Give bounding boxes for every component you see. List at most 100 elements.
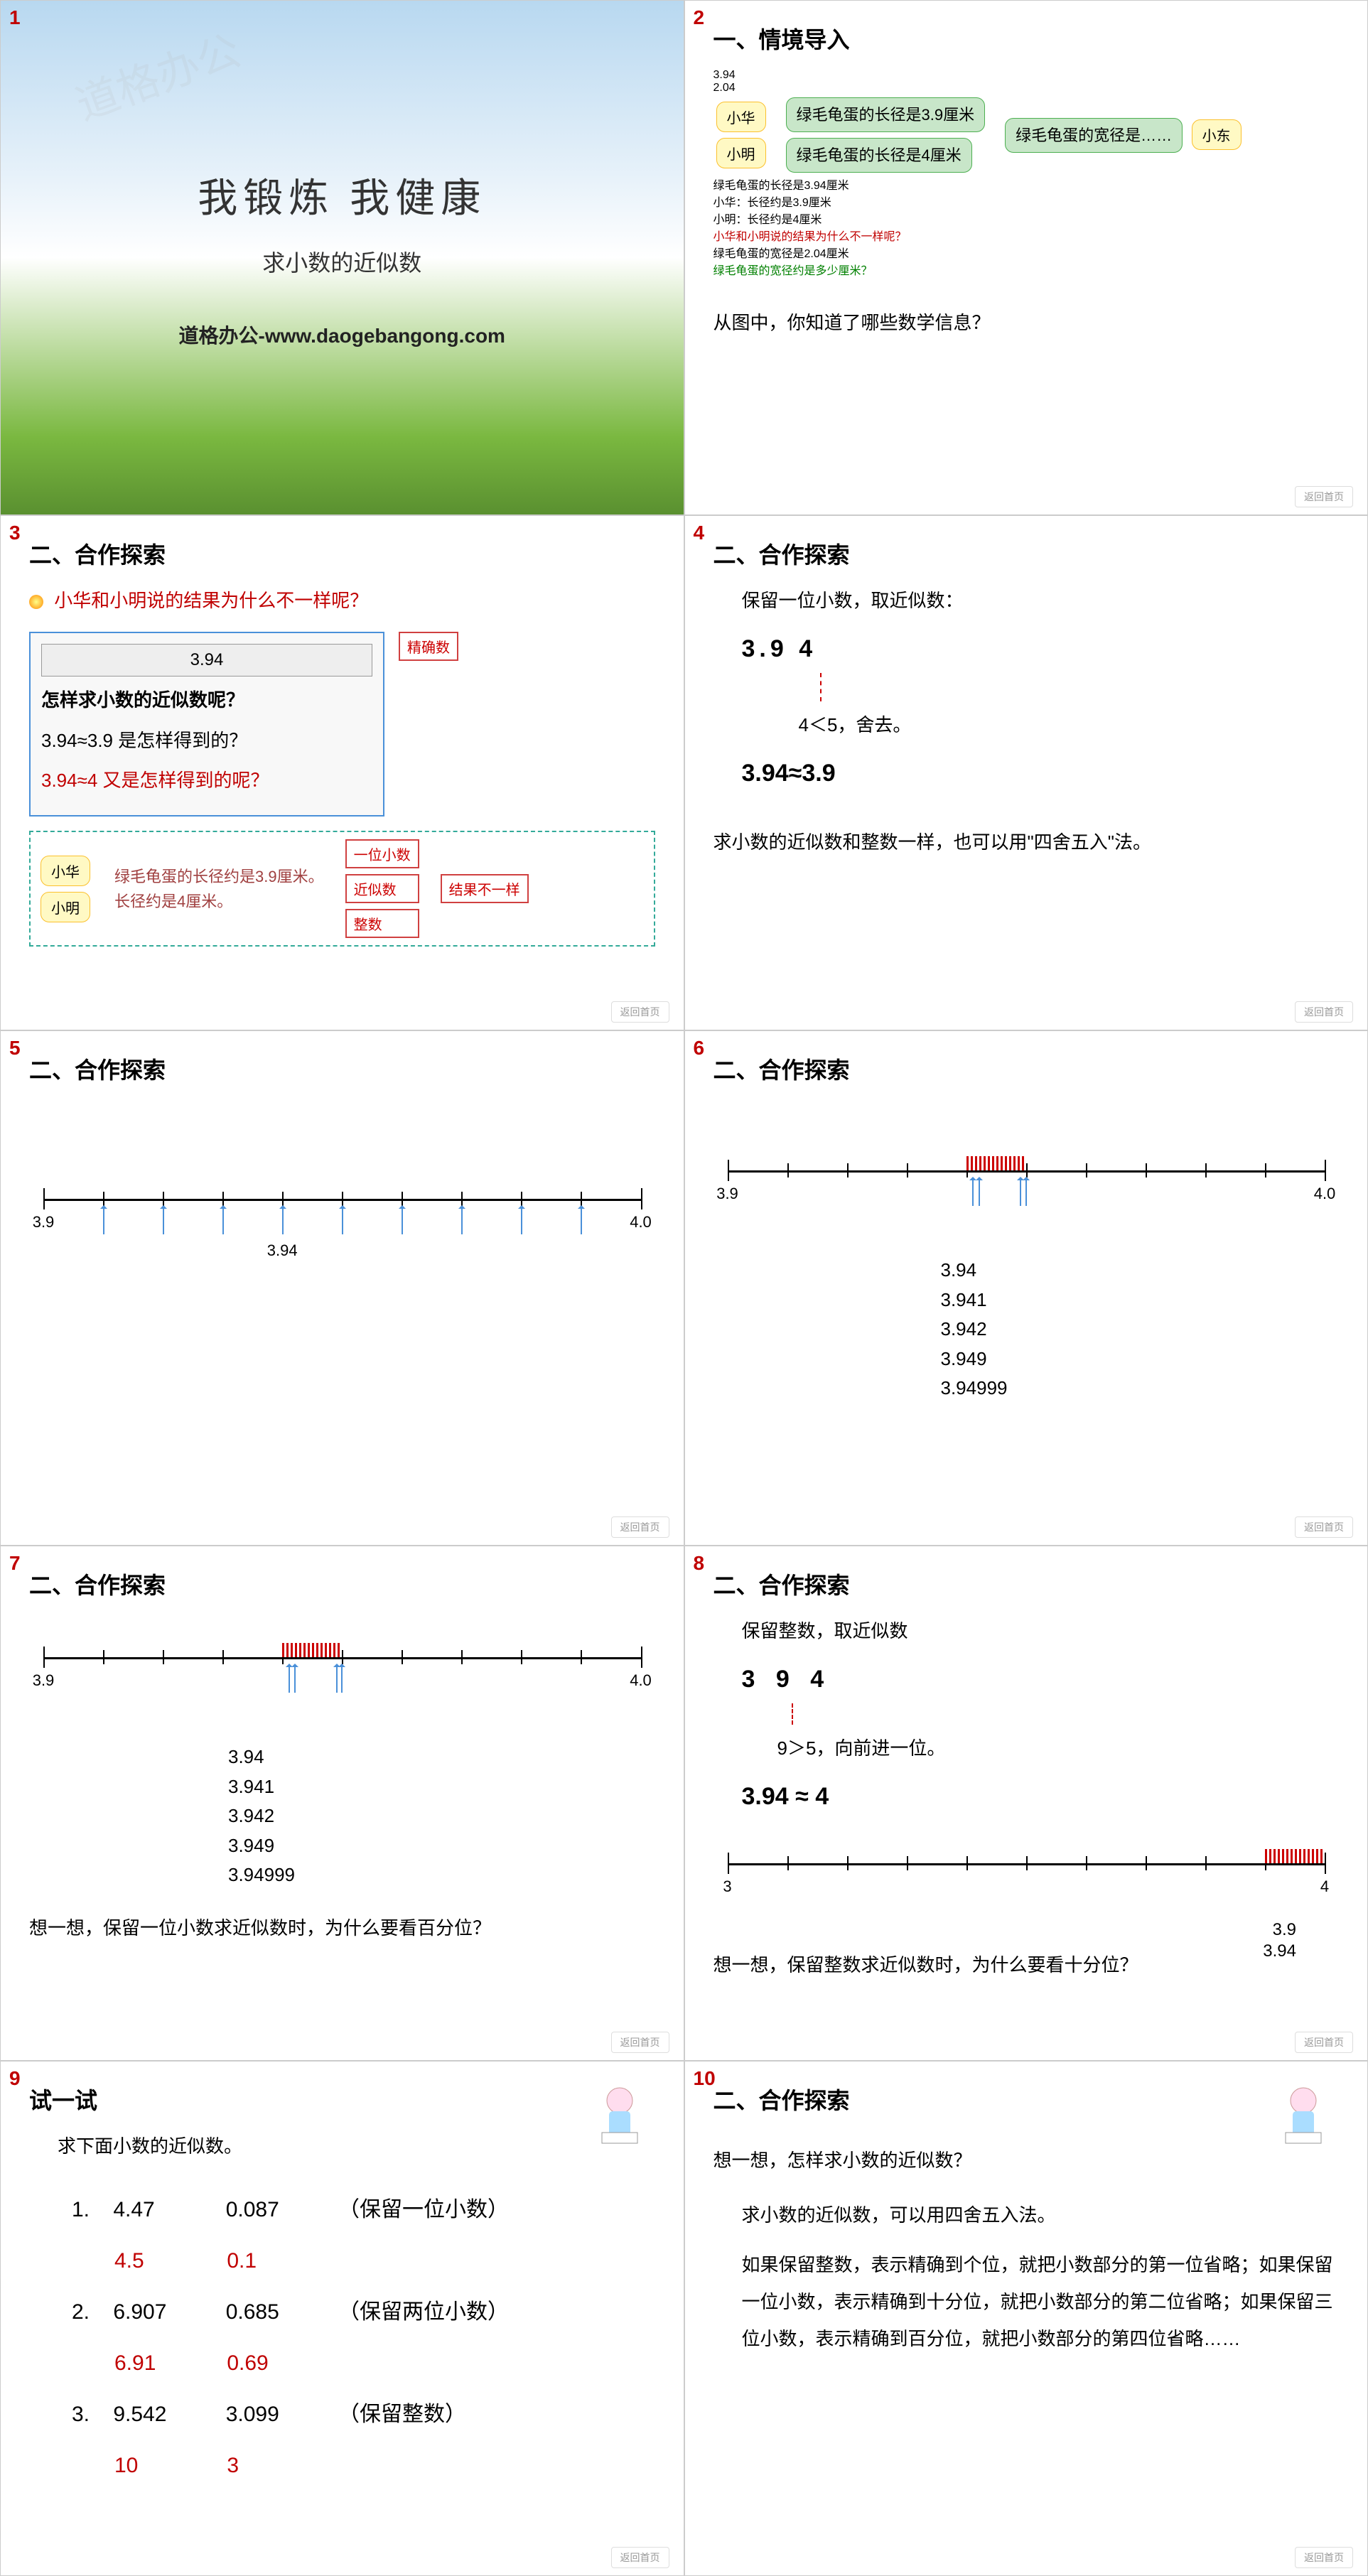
connector-line <box>792 1703 1340 1725</box>
slide-4: 4 二、合作探索 保留一位小数，取近似数： 3.9 4 4＜5，舍去。 3.94… <box>684 515 1368 1030</box>
row-value-a: 4.47 <box>113 2184 220 2236</box>
ruler-display: 3.94 <box>41 644 372 677</box>
caliper-value: 2.04 <box>713 82 736 94</box>
answer-row: 6.91 0.69 <box>114 2338 655 2389</box>
rule-text: 9＞5，向前进一位。 <box>777 1732 1340 1765</box>
caliper-2: 2.04 <box>713 82 1244 95</box>
row-value-b: 3.099 <box>226 2389 333 2440</box>
section-title: 二、合作探索 <box>713 1568 1340 1600</box>
section-title: 一、情境导入 <box>713 22 1340 55</box>
bottom-question: 从图中，你知道了哪些数学信息？ <box>713 306 1340 340</box>
slide-number: 8 <box>694 1552 705 1575</box>
nl-arrow <box>979 1177 980 1206</box>
nl-tick <box>966 1856 968 1870</box>
nl-arrow <box>336 1664 338 1693</box>
nl-tick <box>521 1650 522 1664</box>
list-item: 3.942 <box>941 1315 1340 1344</box>
answer-b: 0.1 <box>227 2236 333 2287</box>
nl-tick <box>1146 1163 1147 1177</box>
question-3: 3.94≈3.9 是怎样得到的？ <box>41 724 372 758</box>
nl-arrow <box>461 1206 463 1234</box>
slide-number: 2 <box>694 6 705 29</box>
footer-button[interactable]: 返回首页 <box>611 2547 669 2568</box>
list-item: 3.94999 <box>941 1374 1340 1403</box>
row-note: （保留整数） <box>338 2403 466 2426</box>
char-label: 小东 <box>1192 119 1242 150</box>
char-label: 小明 <box>716 138 766 168</box>
speech: 绿毛龟蛋的长径约是3.9厘米。 <box>114 864 324 889</box>
row-note: （保留一位小数） <box>338 2198 509 2221</box>
nl-arrow <box>402 1206 403 1234</box>
list-item: 3.94999 <box>228 1860 655 1890</box>
speech: 长径约是4厘米。 <box>114 889 324 914</box>
footer-button[interactable]: 返回首页 <box>1295 2547 1353 2568</box>
row-index: 2. <box>72 2287 107 2338</box>
footer-button[interactable]: 返回首页 <box>611 1001 669 1023</box>
nl-arrow <box>222 1206 224 1234</box>
slide-number: 3 <box>9 522 21 544</box>
nl-redbar <box>1265 1849 1325 1863</box>
nl-arrow <box>103 1206 104 1234</box>
annotation: 一位小数 <box>345 839 419 868</box>
instruction: 保留一位小数，取近似数： <box>742 584 1340 618</box>
nl-tick <box>1086 1856 1087 1870</box>
answer-a: 10 <box>114 2440 221 2491</box>
nl-tick <box>787 1163 789 1177</box>
nl-tick <box>1146 1856 1147 1870</box>
nl-label: 4.0 <box>630 1213 652 1232</box>
answer-row: 10 3 <box>114 2440 655 2491</box>
section-title: 二、合作探索 <box>713 1052 1340 1085</box>
number-line: 3.9 4.0 <box>728 1142 1325 1227</box>
number-display: 3 9 4 <box>742 1655 1340 1703</box>
nl-value: 3.94 <box>1263 1941 1296 1961</box>
list-item: 3.942 <box>228 1801 655 1831</box>
right-column: 绿毛龟蛋的长径是3.94厘米 小华：长径约是3.9厘米 小明：长径约是4厘米 小… <box>713 176 1340 278</box>
connector-line <box>820 673 1340 701</box>
value-list: 3.94 3.941 3.942 3.949 3.94999 <box>941 1256 1340 1403</box>
speech-bubble: 绿毛龟蛋的宽径是…… <box>1005 118 1183 153</box>
row-index: 3. <box>72 2389 107 2440</box>
footer-button[interactable]: 返回首页 <box>611 2032 669 2053</box>
info-line: 小华：长径约是3.9厘米 <box>713 193 1340 210</box>
rule-text: 4＜5，舍去。 <box>799 708 1340 742</box>
nl-arrow <box>1025 1177 1027 1206</box>
footer-button[interactable]: 返回首页 <box>1295 486 1353 507</box>
nl-label: 4.0 <box>630 1671 652 1690</box>
caliper-value: 3.94 <box>713 69 736 81</box>
slide-number: 9 <box>9 2067 21 2090</box>
number-line: 3.9 4.0 3.94 <box>43 1170 641 1256</box>
nl-tick <box>1086 1163 1087 1177</box>
watermark: 道格办公 <box>66 16 247 133</box>
paragraph: 如果保留整数，表示精确到个位，就把小数部分的第一位省略；如果保留一位小数，表示精… <box>742 2246 1340 2357</box>
list-item: 3.949 <box>941 1344 1340 1374</box>
nl-redbar <box>966 1156 1026 1170</box>
speech-bubble: 绿毛龟蛋的长径是3.9厘米 <box>786 97 986 132</box>
question-green: 绿毛龟蛋的宽径约是多少厘米？ <box>713 261 1340 278</box>
nl-tick <box>581 1650 582 1664</box>
nl-tick <box>641 1188 642 1209</box>
paragraph: 求小数的近似数，可以用四舍五入法。 <box>742 2199 1340 2232</box>
nl-arrow <box>972 1177 974 1206</box>
question-red: 小华和小明说的结果为什么不一样呢？ <box>713 227 1340 244</box>
nl-arrow <box>289 1664 290 1693</box>
instruction: 求下面小数的近似数。 <box>58 2130 655 2163</box>
bullet-icon <box>29 595 43 609</box>
nl-label: 4.0 <box>1314 1185 1336 1203</box>
section-title: 二、合作探索 <box>713 537 1340 570</box>
nl-tick <box>907 1856 908 1870</box>
slide-7: 7 二、合作探索 3.9 4.0 3.94 3.941 3.942 3.949 … <box>0 1546 684 2061</box>
nl-tick <box>163 1650 164 1664</box>
answer-a: 4.5 <box>114 2236 221 2287</box>
nl-arrow <box>342 1206 343 1234</box>
bottom-question: 想一想，保留整数求近似数时，为什么要看十分位？ <box>713 1949 1340 1982</box>
nl-value: 3.9 <box>1273 1920 1296 1940</box>
footer-button[interactable]: 返回首页 <box>1295 2032 1353 2053</box>
footer-button[interactable]: 返回首页 <box>1295 1001 1353 1023</box>
value-list: 3.94 3.941 3.942 3.949 3.94999 <box>228 1742 655 1890</box>
nl-arrow <box>294 1664 296 1693</box>
nl-tick <box>461 1650 463 1664</box>
footer-button[interactable]: 返回首页 <box>611 1516 669 1538</box>
char-label: 小华 <box>716 102 766 132</box>
footer-button[interactable]: 返回首页 <box>1295 1516 1353 1538</box>
list-item: 3.941 <box>941 1286 1340 1315</box>
